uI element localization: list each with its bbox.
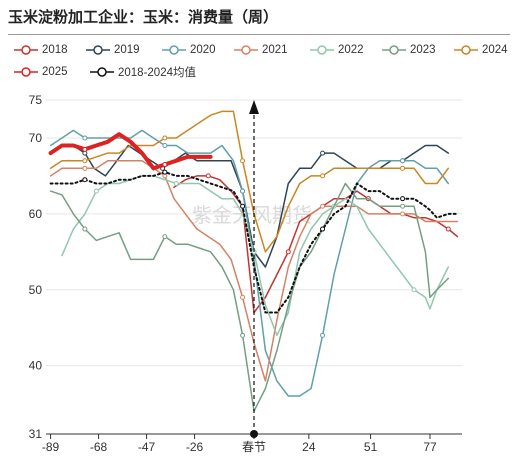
data-point [82,158,88,164]
x-tick-label: -26 [186,440,204,454]
legend-item[interactable]: 2018 [14,42,68,58]
data-point [82,165,88,171]
legend-label: 2024 [482,44,508,56]
series-2018-2024均值 [49,169,459,314]
legend-swatch-icon [14,67,38,77]
y-tick-label: 31 [29,427,43,441]
data-point [240,294,246,300]
y-tick-label: 50 [29,283,43,297]
legend-label: 2025 [42,66,68,78]
legend-swatch-icon [86,45,110,55]
data-point [82,177,88,183]
series-2025 [48,132,213,171]
x-tick-label: -47 [138,440,156,454]
y-tick-label: 70 [29,131,43,145]
spring-festival-dot [250,430,258,438]
series-2020 [49,129,450,397]
data-point [82,226,88,232]
legend-label: 2021 [262,44,288,56]
legend-swatch-icon [90,67,114,77]
series-2024 [49,110,450,253]
data-point [162,169,168,175]
x-tick-label: 51 [364,440,378,454]
legend-label: 2023 [410,44,436,56]
data-point [411,287,417,293]
data-point [320,203,326,209]
legend-label: 2020 [190,44,216,56]
data-point [400,203,406,209]
legend-item[interactable]: 2023 [382,42,436,58]
data-point [400,196,406,202]
legend-label: 2022 [338,44,364,56]
data-point [240,332,246,338]
data-point [320,226,326,232]
data-point [93,188,99,194]
data-point [82,146,88,152]
legend-item[interactable]: 2025 [14,64,68,80]
legend-item[interactable]: 2024 [454,42,508,58]
legend-item[interactable]: 2020 [162,42,216,58]
legend-swatch-icon [162,45,186,55]
legend-swatch-icon [310,45,334,55]
spring-festival-arrow [249,100,259,114]
legend-label: 2018-2024均值 [118,67,196,79]
series-line [49,110,450,253]
legend-item[interactable]: 2018-2024均值 [90,64,196,80]
data-point [240,203,246,209]
data-point [240,188,246,194]
chart-title: 玉米淀粉加工企业：玉米：消费量（周） [8,8,279,26]
legend-swatch-icon [454,45,478,55]
data-point [400,211,406,217]
series-line [48,132,213,171]
legend-swatch-icon [14,45,38,55]
series-line [49,129,450,397]
data-point [445,226,451,232]
legend-swatch-icon [234,45,258,55]
legend-item[interactable]: 2019 [86,42,140,58]
data-point [320,332,326,338]
data-point [320,173,326,179]
legend-item[interactable]: 2022 [310,42,364,58]
spring-festival-marker [249,100,259,438]
x-tick-label: -68 [90,440,108,454]
series-layer [48,110,459,412]
legend-label: 2018 [42,44,68,56]
legend-item[interactable]: 2021 [234,42,288,58]
data-point [400,165,406,171]
y-tick-label: 40 [29,359,43,373]
data-point [205,173,211,179]
data-point [162,143,168,149]
data-point [240,158,246,164]
data-point [320,150,326,156]
data-point [173,181,179,186]
data-point [82,135,88,141]
data-point [162,135,168,141]
data-point [162,234,168,240]
x-tick-label: 24 [302,440,316,454]
y-tick-label: 60 [29,207,43,221]
data-point [285,249,291,255]
data-point [400,158,406,164]
legend-swatch-icon [382,45,406,55]
x-tick-label: -89 [42,440,60,454]
x-tick-label: 春节 [242,440,266,454]
legend-label: 2019 [114,44,140,56]
data-point [162,162,168,168]
y-tick-label: 75 [29,93,43,107]
x-tick-label: 77 [423,440,437,454]
title-divider [8,34,510,35]
